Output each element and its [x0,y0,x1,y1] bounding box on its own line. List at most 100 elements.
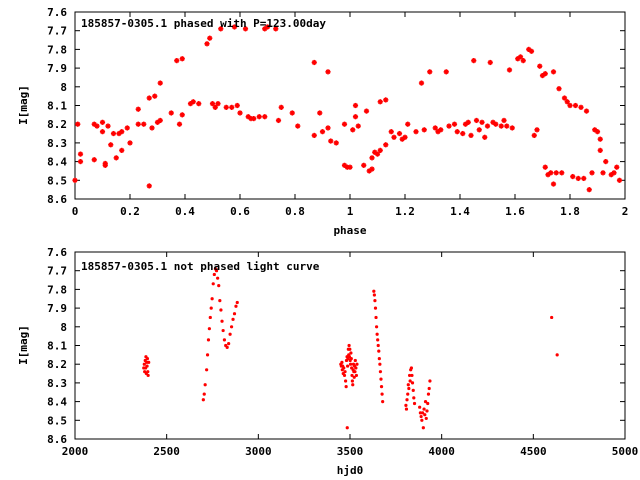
data-point [411,388,415,392]
data-point [214,269,219,273]
data-point [218,26,224,32]
data-point [113,155,119,161]
data-point [372,289,376,293]
data-point [421,411,425,415]
data-point [204,41,210,47]
data-point [344,385,348,389]
data-point [594,129,601,135]
y-tick-label: 8.3 [47,137,67,150]
y-tick-label: 8.5 [47,414,67,427]
y-axis-label: I[mag] [17,325,30,365]
data-point [493,121,499,127]
data-point [352,102,359,109]
x-tick-label: 3500 [337,445,364,458]
data-point [228,332,232,336]
data-point [231,317,235,321]
data-point [341,121,348,127]
x-axis-ticks: 0 0.2 0.4 0.6 0.8 1 1.2 1.4 1.6 1.8 2 [72,12,629,218]
data-point [376,338,380,342]
data-point [353,358,357,363]
data-point [388,129,394,135]
data-point [484,123,491,129]
data-point [419,414,423,419]
data-point [350,127,356,133]
data-point [348,347,352,351]
data-point [377,147,383,153]
data-point [369,166,375,172]
data-point [575,175,581,182]
data-point [210,297,214,301]
data-point [377,356,381,361]
data-point [427,386,431,391]
y-tick-label: 8.1 [47,340,67,353]
data-point [141,121,147,127]
data-point [237,110,243,116]
data-point [355,362,359,366]
y-axis-ticks: 7.6 7.7 7.8 7.9 8 8.1 8.2 8.3 8.4 8.5 8.6 [47,6,625,206]
data-point [311,59,317,66]
data-point [542,71,548,77]
data-point [127,140,133,146]
data-point [208,315,212,320]
data-point [353,370,357,374]
data-point [423,413,427,417]
data-point [567,102,573,109]
data-point [426,392,431,396]
data-point [72,177,78,183]
data-point [377,349,381,353]
data-point [550,181,557,187]
data-point [99,119,106,125]
data-point [110,130,117,137]
data-point [179,56,185,62]
data-point [354,366,358,370]
data-point [215,101,221,107]
data-point [553,170,559,176]
data-point [432,125,438,131]
data-point [203,383,207,387]
data-point [374,315,378,320]
data-point [174,58,180,64]
data-point [361,162,367,168]
data-point [369,155,375,161]
data-point [205,353,210,357]
data-point [381,400,385,404]
x-tick-label: 2 [622,205,629,218]
data-point [222,338,227,342]
data-point [142,362,146,366]
data-point [347,343,351,348]
data-points [72,24,623,193]
x-axis-ticks: 2000 2500 3000 3500 4000 4500 5000 [62,252,638,458]
y-tick-label: 8.4 [47,396,67,409]
data-point [347,164,353,170]
data-point [235,300,239,305]
data-point [146,183,152,189]
data-point [418,405,422,409]
data-point [342,373,347,378]
data-point [537,63,543,69]
data-point [396,130,403,137]
data-point [406,383,410,387]
data-point [559,170,565,176]
data-points [142,267,559,430]
y-tick-label: 8.2 [47,358,67,371]
x-tick-label: 0.2 [120,205,140,218]
data-point [157,80,163,86]
data-point [374,325,379,329]
data-point [99,129,106,135]
data-point [212,104,218,110]
x-tick-label: 4000 [428,445,455,458]
data-point [498,123,504,129]
data-point [446,123,452,129]
data-point [355,123,361,129]
data-point [473,117,480,124]
x-tick-label: 0.6 [230,205,250,218]
data-point [319,129,326,135]
y-tick-label: 7.9 [47,302,67,315]
data-point [221,328,225,333]
data-point [295,123,301,129]
x-tick-label: 1.4 [450,205,470,218]
data-point [372,149,378,155]
data-point [418,411,422,415]
